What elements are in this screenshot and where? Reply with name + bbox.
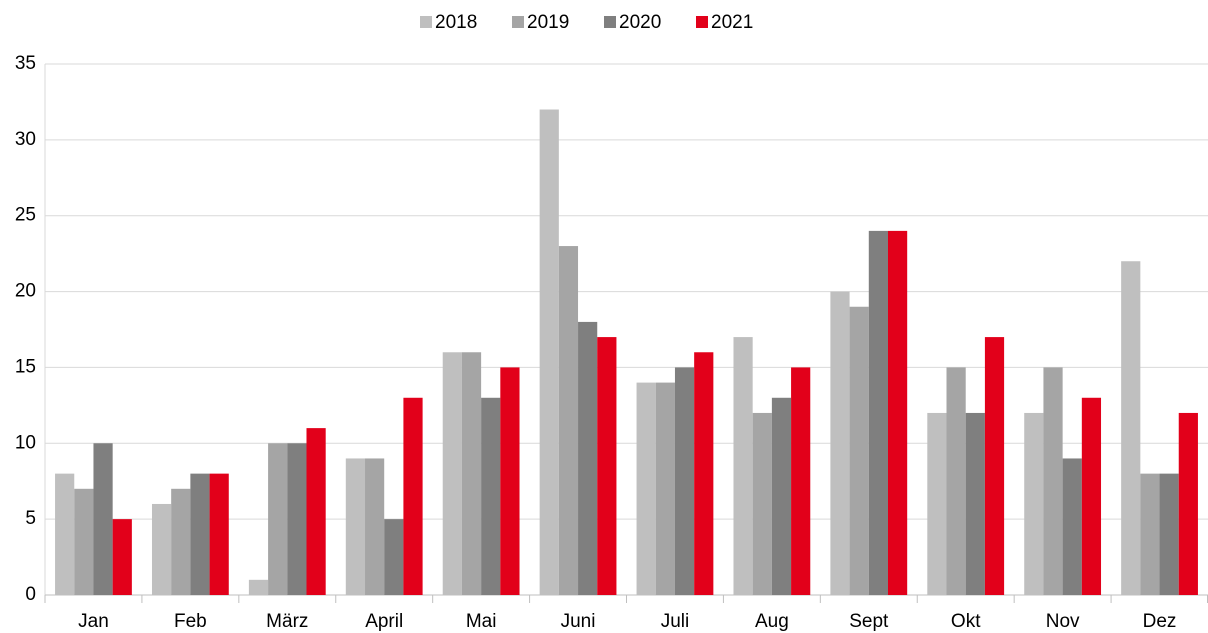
bar bbox=[694, 352, 714, 595]
x-tick-label: Juni bbox=[561, 611, 596, 632]
bar bbox=[1159, 473, 1179, 595]
bar bbox=[384, 519, 404, 595]
bar bbox=[927, 412, 947, 595]
bar bbox=[74, 488, 94, 595]
x-tick-label: Feb bbox=[174, 611, 207, 632]
bar bbox=[345, 458, 366, 595]
bar bbox=[55, 473, 75, 595]
y-tick-label: 5 bbox=[25, 508, 36, 529]
y-tick-label: 35 bbox=[15, 53, 36, 74]
bar bbox=[733, 337, 753, 595]
bar bbox=[209, 473, 229, 595]
bar bbox=[403, 397, 423, 595]
bar bbox=[1062, 458, 1082, 595]
bar bbox=[1140, 473, 1160, 595]
bar bbox=[946, 367, 966, 595]
x-tick-label: Juli bbox=[661, 611, 690, 632]
bar bbox=[752, 412, 772, 595]
x-tick-label: Dez bbox=[1143, 611, 1177, 632]
bar bbox=[791, 367, 811, 595]
y-tick-label: 30 bbox=[15, 129, 36, 150]
bar bbox=[887, 230, 908, 595]
legend-label: 2019 bbox=[527, 12, 569, 33]
bar bbox=[365, 458, 385, 595]
bar bbox=[287, 443, 307, 595]
bar bbox=[771, 397, 792, 595]
bar bbox=[112, 519, 132, 595]
bar bbox=[674, 367, 695, 595]
bar bbox=[461, 352, 482, 595]
legend-swatch bbox=[604, 16, 616, 28]
bar bbox=[500, 367, 520, 595]
bar bbox=[1024, 412, 1044, 595]
legend-swatch bbox=[512, 16, 524, 28]
legend-label: 2020 bbox=[619, 12, 661, 33]
x-tick-label: Sept bbox=[849, 611, 889, 632]
x-tick-label: April bbox=[365, 611, 403, 632]
legend-swatch bbox=[420, 16, 432, 28]
bar bbox=[190, 473, 210, 595]
bar bbox=[151, 503, 172, 595]
bar bbox=[578, 321, 598, 595]
bar bbox=[1081, 397, 1102, 595]
bar bbox=[306, 428, 326, 595]
bar bbox=[597, 337, 617, 595]
bar bbox=[248, 579, 269, 595]
x-tick-label: Jan bbox=[78, 611, 109, 632]
bar bbox=[965, 412, 985, 595]
y-tick-label: 20 bbox=[15, 281, 36, 302]
bar bbox=[558, 246, 579, 596]
legend-swatch bbox=[696, 16, 708, 28]
y-tick-label: 10 bbox=[15, 432, 36, 453]
bar bbox=[868, 230, 888, 595]
bar bbox=[984, 337, 1005, 595]
x-tick-label: März bbox=[266, 611, 308, 632]
bar bbox=[171, 488, 191, 595]
bar bbox=[1043, 367, 1063, 595]
bar bbox=[481, 397, 501, 595]
bar bbox=[268, 443, 288, 595]
legend-label: 2018 bbox=[435, 12, 477, 33]
bar bbox=[442, 352, 462, 595]
bar bbox=[849, 306, 869, 595]
bar bbox=[1121, 261, 1141, 595]
bar bbox=[636, 382, 656, 595]
bar bbox=[830, 291, 850, 595]
bar bbox=[539, 109, 559, 595]
x-tick-label: Nov bbox=[1046, 611, 1080, 632]
y-tick-label: 0 bbox=[25, 584, 36, 605]
legend-label: 2021 bbox=[711, 12, 753, 33]
y-tick-label: 25 bbox=[15, 205, 36, 226]
bar bbox=[1178, 412, 1198, 595]
bar bbox=[655, 382, 675, 595]
x-tick-label: Mai bbox=[466, 611, 497, 632]
y-tick-label: 15 bbox=[15, 356, 36, 377]
x-tick-label: Aug bbox=[755, 611, 789, 632]
x-tick-label: Okt bbox=[951, 611, 981, 632]
bar bbox=[93, 443, 113, 595]
